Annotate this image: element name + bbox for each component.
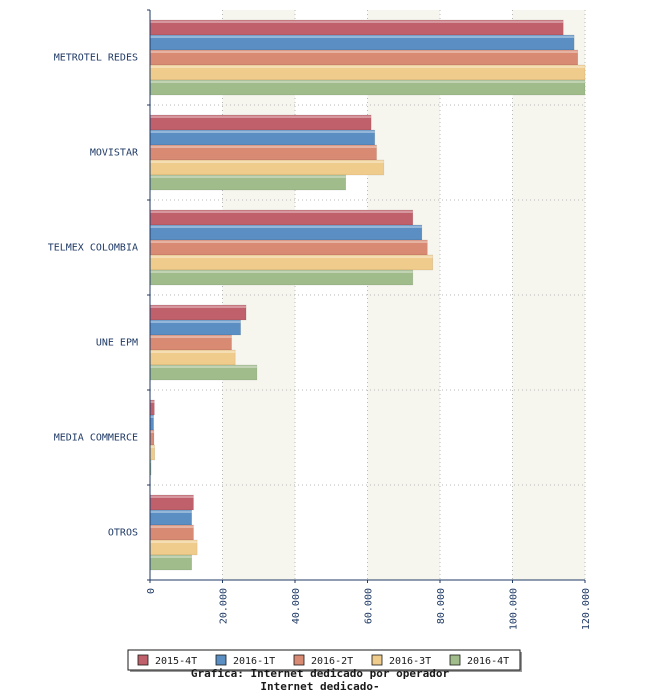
bar-highlight (150, 305, 247, 308)
bar-highlight (150, 320, 241, 323)
x-tick-label: 80.000 (436, 588, 447, 624)
bar-highlight (150, 115, 372, 118)
legend-label: 2015-4T (155, 656, 197, 667)
legend-label: 2016-3T (389, 656, 431, 667)
bar-highlight (150, 130, 375, 133)
category-label: MEDIA COMMERCE (54, 433, 138, 444)
category-label: UNE EPM (96, 338, 138, 349)
bar-highlight (150, 365, 257, 368)
x-tick-label: 100.000 (509, 588, 520, 630)
bar-highlight (150, 350, 236, 353)
category-label: OTROS (108, 528, 138, 539)
bar-highlight (150, 50, 578, 53)
bar-highlight (150, 35, 575, 38)
bar-highlight (150, 210, 413, 213)
x-tick-label: 20.000 (219, 588, 230, 624)
bar-highlight (150, 255, 433, 258)
bar-highlight (150, 240, 428, 243)
legend-label: 2016-2T (311, 656, 353, 667)
bar-highlight (150, 225, 422, 228)
background-band (367, 10, 440, 580)
x-tick-label: 40.000 (291, 588, 302, 624)
legend-swatch (371, 654, 383, 666)
x-tick-label: 60.000 (364, 588, 375, 624)
legend-swatch (137, 654, 149, 666)
x-tick-label: 0 (146, 588, 157, 594)
bar-highlight (150, 555, 192, 558)
bar-highlight (150, 415, 154, 418)
category-label: METROTEL REDES (54, 53, 138, 64)
legend-label: 2016-1T (233, 656, 275, 667)
bar-highlight (150, 20, 564, 23)
captions: Grafica: Internet dedicado por operador … (191, 667, 450, 693)
category-label: MOVISTAR (90, 148, 139, 159)
bar-highlight (150, 430, 154, 433)
legend-swatch (449, 654, 461, 666)
bar-highlight (150, 80, 585, 83)
background-band (512, 10, 585, 580)
bar-highlight (150, 175, 346, 178)
bar-highlight (150, 510, 192, 513)
bar-highlight (150, 445, 155, 448)
caption-line-2: Internet dedicado- (260, 680, 379, 693)
bar-highlight (150, 145, 377, 148)
legend-label: 2016-4T (467, 656, 509, 667)
bar-highlight (150, 525, 194, 528)
bar-highlight (150, 270, 413, 273)
tick-labels: 0 20.000 40.000 60.000 80.000 100.000 120.000 (146, 588, 592, 630)
bar-highlight (150, 495, 194, 498)
bar-highlight (150, 460, 152, 463)
bar-highlight (150, 540, 198, 543)
bar-highlight (150, 65, 585, 68)
legend: 2015-4T 2016-1T 2016-2T 2016-3T 2016-4T (127, 649, 522, 672)
axes (147, 9, 586, 583)
grid-lines (150, 10, 586, 580)
x-tick-label: 120.000 (581, 588, 592, 630)
bar-highlight (150, 400, 155, 403)
legend-swatch (293, 654, 305, 666)
caption-line-1: Grafica: Internet dedicado por operador (191, 667, 450, 680)
category-label: TELMEX COLOMBIA (48, 243, 138, 254)
category-labels: METROTEL REDES MOVISTAR TELMEX COLOMBIA UNE… (48, 53, 139, 539)
legend-swatch (215, 654, 227, 666)
bars (149, 19, 586, 571)
bar-highlight (150, 335, 232, 338)
bar-highlight (150, 160, 384, 163)
